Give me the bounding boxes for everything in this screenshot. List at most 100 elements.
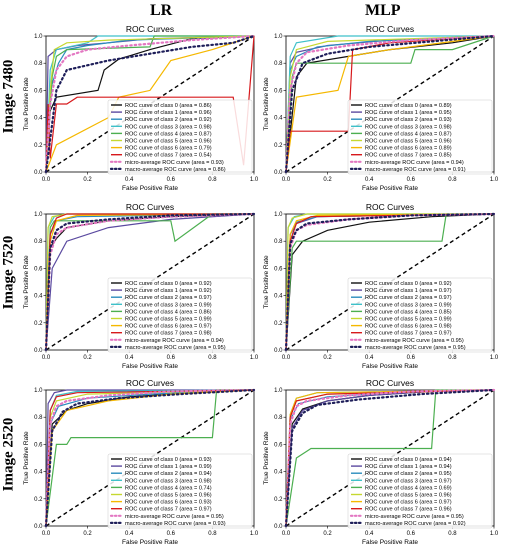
x-tick-label: 0.6 (167, 355, 176, 361)
y-tick-label: 0.0 (34, 524, 43, 530)
x-tick-label: 1.0 (250, 531, 259, 537)
legend-entry: ROC curve of class 7 (area = 0.98) (125, 331, 212, 337)
legend-entry: ROC curve of class 4 (area = 0.85) (365, 309, 452, 315)
roc-series-line-9 (284, 34, 496, 174)
roc-series-line-1 (45, 213, 255, 351)
roc-series-line-1 (45, 389, 254, 527)
roc-chart-lr-image-2520: ROC Curves 0.0 0.2 0.4 0.6 0.8 1.0 0.0 0.2 0.4 0.6… (23, 378, 259, 546)
y-tick-label: 0.0 (34, 170, 43, 176)
column-header-mlp: MLP (365, 2, 401, 19)
x-tick-label: 0.0 (42, 531, 51, 537)
legend-entry: ROC curve of class 1 (area = 0.95) (365, 110, 452, 116)
x-axis-label: False Positive Rate (122, 539, 178, 546)
x-tick-label: 1.0 (250, 177, 259, 183)
y-tick-label: 0.8 (274, 61, 283, 67)
legend-entry: ROC curve of class 7 (area = 0.97) (365, 331, 452, 337)
legend-entry: ROC curve of class 4 (area = 0.86) (125, 309, 212, 315)
row-label-image-2520: Image 2520 (0, 417, 17, 492)
x-tick-label: 0.8 (208, 355, 217, 361)
x-tick-label: 0.6 (407, 355, 416, 361)
y-axis-label: True Positive Rate (23, 431, 30, 485)
x-tick-label: 0.4 (125, 177, 134, 183)
legend-entry: micro-average ROC curve (area = 0.95) (365, 514, 464, 520)
x-tick-label: 0.0 (42, 177, 51, 183)
x-tick-label: 0.2 (83, 531, 92, 537)
x-tick-label: 0.8 (448, 531, 457, 537)
x-tick-label: 0.2 (323, 355, 332, 361)
x-tick-label: 0.8 (208, 531, 217, 537)
x-tick-label: 0.2 (323, 531, 332, 537)
x-tick-label: 0.4 (365, 531, 374, 537)
legend-entry: ROC curve of class 1 (area = 0.96) (125, 110, 212, 116)
legend-entry: ROC curve of class 6 (area = 0.97) (125, 324, 212, 330)
x-tick-label: 0.6 (167, 531, 176, 537)
legend-entry: ROC curve of class 2 (area = 0.97) (365, 295, 452, 301)
legend-entry: ROC curve of class 3 (area = 0.97) (365, 478, 452, 484)
y-tick-label: 0.2 (34, 497, 43, 503)
roc-chart-lr-image-7520: ROC Curves 0.0 0.2 0.4 0.6 0.8 1.0 0.0 0.2 0.4 0.6… (23, 202, 259, 370)
legend-box (347, 99, 493, 175)
roc-series-line-5 (285, 213, 494, 351)
legend-entry: macro-average ROC curve (area = 0.95) (365, 345, 466, 351)
x-tick-label: 0.6 (407, 531, 416, 537)
y-tick-label: 0.6 (274, 88, 283, 94)
x-axis-label: False Positive Rate (362, 185, 418, 192)
legend-entry: ROC curve of class 5 (area = 0.96) (125, 139, 212, 145)
legend-entry: micro-average ROC curve (area = 0.95) (125, 514, 224, 520)
y-tick-label: 0.2 (274, 497, 283, 503)
y-tick-label: 0.6 (34, 266, 43, 272)
roc-series-line-8 (44, 34, 256, 174)
roc-series-line-6 (45, 35, 255, 173)
legend-entry: ROC curve of class 1 (area = 0.92) (125, 288, 212, 294)
legend-entry: ROC curve of class 4 (area = 0.74) (125, 485, 212, 491)
x-tick-label: 0.2 (323, 177, 332, 183)
y-axis-label: True Positive Rate (23, 77, 30, 131)
y-tick-label: 0.6 (274, 266, 283, 272)
legend-entry: ROC curve of class 0 (area = 0.92) (125, 281, 212, 287)
legend-entry: micro-average ROC curve (area = 0.93) (125, 160, 224, 166)
legend-entry: micro-average ROC curve (area = 0.94) (365, 160, 464, 166)
legend-entry: ROC curve of class 0 (area = 0.89) (365, 103, 452, 109)
y-axis-label: True Positive Rate (263, 255, 270, 309)
roc-series-line-7 (285, 35, 495, 173)
legend-entry: ROC curve of class 3 (area = 0.98) (365, 124, 452, 130)
roc-series-line-3 (45, 35, 254, 173)
x-tick-label: 0.8 (448, 355, 457, 361)
legend-entry: micro-average ROC curve (area = 0.95) (365, 338, 464, 344)
y-axis-label: True Positive Rate (263, 77, 270, 131)
legend-entry: ROC curve of class 2 (area = 0.94) (125, 471, 212, 477)
roc-series-line-8 (44, 388, 256, 528)
x-axis-label: False Positive Rate (122, 185, 178, 192)
y-tick-label: 1.0 (34, 212, 43, 218)
roc-chart-lr-image-7480: ROC Curves 0.0 0.2 0.4 0.6 0.8 1.0 0.0 0.2 0.4 0.6… (23, 24, 259, 192)
roc-series-line-8 (284, 388, 496, 528)
legend-entry: ROC curve of class 4 (area = 0.69) (365, 485, 452, 491)
y-tick-label: 1.0 (34, 388, 43, 394)
y-tick-label: 0.2 (34, 321, 43, 327)
roc-series-line-9 (44, 212, 256, 352)
legend-entry: ROC curve of class 2 (area = 0.92) (125, 117, 212, 123)
legend-entry: ROC curve of class 2 (area = 0.97) (125, 295, 212, 301)
roc-series-line-9 (44, 34, 256, 174)
x-tick-label: 0.4 (365, 355, 374, 361)
y-tick-label: 0.4 (34, 470, 43, 476)
legend-entry: ROC curve of class 6 (area = 0.98) (365, 324, 452, 330)
legend-box (347, 453, 493, 529)
y-tick-label: 1.0 (274, 34, 283, 40)
legend-entry: ROC curve of class 6 (area = 0.93) (125, 500, 212, 506)
chart-title: ROC Curves (126, 378, 174, 388)
row-label-image-7480: Image 7480 (0, 59, 17, 134)
y-tick-label: 0.4 (274, 116, 283, 122)
roc-series-line-8 (284, 34, 496, 174)
chart-title: ROC Curves (366, 378, 414, 388)
y-tick-label: 0.8 (34, 239, 43, 245)
y-axis-label: True Positive Rate (263, 431, 270, 485)
legend-box (107, 453, 253, 529)
y-tick-label: 0.0 (274, 348, 283, 354)
x-tick-label: 0.0 (282, 177, 291, 183)
y-tick-label: 0.4 (34, 116, 43, 122)
legend-entry: ROC curve of class 0 (area = 0.86) (125, 103, 212, 109)
column-header-lr: LR (150, 2, 173, 19)
roc-series-line-9 (284, 388, 496, 528)
legend-entry: ROC curve of class 1 (area = 0.94) (365, 464, 452, 470)
